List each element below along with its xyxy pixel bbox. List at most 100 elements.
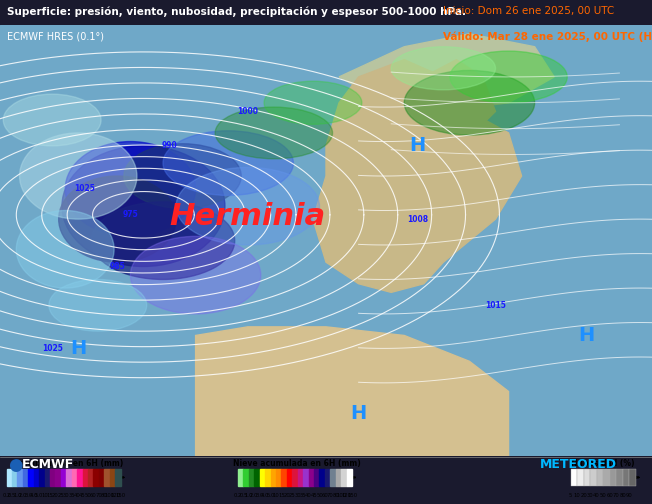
- Text: ●: ●: [8, 456, 22, 474]
- Text: 70: 70: [95, 493, 102, 498]
- Text: Nieve acumulada en 6H (mm): Nieve acumulada en 6H (mm): [233, 459, 361, 468]
- Bar: [39, 469, 44, 486]
- Bar: [308, 469, 314, 486]
- Text: 70: 70: [613, 493, 619, 498]
- Text: 35: 35: [68, 493, 75, 498]
- Bar: [115, 469, 121, 486]
- Bar: [99, 469, 104, 486]
- Ellipse shape: [450, 51, 567, 103]
- Ellipse shape: [404, 71, 535, 135]
- Text: 1.0: 1.0: [13, 493, 22, 498]
- Polygon shape: [339, 34, 554, 111]
- Text: 3.0: 3.0: [24, 493, 33, 498]
- Text: Válido: Mar 28 ene 2025, 00 UTC (H+48): Válido: Mar 28 ene 2025, 00 UTC (H+48): [443, 31, 652, 42]
- Text: 1025: 1025: [42, 344, 63, 353]
- Bar: [110, 469, 115, 486]
- Polygon shape: [404, 59, 496, 146]
- Ellipse shape: [20, 133, 137, 219]
- Text: 0.2: 0.2: [3, 493, 10, 498]
- Text: H: H: [579, 326, 595, 345]
- Bar: [597, 469, 603, 486]
- Bar: [88, 469, 93, 486]
- Text: 80: 80: [333, 493, 339, 498]
- Bar: [259, 469, 265, 486]
- Ellipse shape: [16, 211, 114, 288]
- Text: 150: 150: [347, 493, 357, 498]
- Bar: [577, 469, 584, 486]
- Text: 15: 15: [46, 493, 53, 498]
- Text: 2.0: 2.0: [250, 493, 258, 498]
- Text: 25: 25: [289, 493, 296, 498]
- Text: 100: 100: [105, 493, 115, 498]
- Text: 20: 20: [580, 493, 587, 498]
- Ellipse shape: [49, 279, 147, 331]
- Polygon shape: [196, 327, 509, 456]
- Text: 40: 40: [74, 493, 81, 498]
- Text: 0.5: 0.5: [239, 493, 248, 498]
- Text: 35: 35: [300, 493, 306, 498]
- Bar: [34, 469, 39, 486]
- Text: 30: 30: [587, 493, 593, 498]
- Text: 60: 60: [606, 493, 613, 498]
- Ellipse shape: [59, 176, 176, 262]
- Bar: [104, 469, 110, 486]
- Bar: [341, 469, 347, 486]
- Bar: [44, 469, 50, 486]
- Bar: [243, 469, 249, 486]
- Bar: [271, 469, 276, 486]
- Ellipse shape: [62, 146, 225, 267]
- Bar: [298, 469, 303, 486]
- Bar: [629, 469, 636, 486]
- Bar: [276, 469, 282, 486]
- Bar: [72, 469, 77, 486]
- Bar: [7, 469, 12, 486]
- Text: 50: 50: [316, 493, 323, 498]
- Text: 60: 60: [90, 493, 97, 498]
- Bar: [77, 469, 83, 486]
- Ellipse shape: [163, 131, 293, 196]
- Bar: [238, 469, 243, 486]
- Bar: [254, 469, 259, 486]
- Text: Nubosidad (%): Nubosidad (%): [571, 459, 635, 468]
- Text: 60: 60: [321, 493, 329, 498]
- Text: 5.0: 5.0: [267, 493, 274, 498]
- Bar: [303, 469, 308, 486]
- Bar: [12, 469, 18, 486]
- Text: 1000: 1000: [237, 107, 258, 116]
- Bar: [55, 469, 61, 486]
- Ellipse shape: [3, 94, 101, 146]
- Bar: [83, 469, 88, 486]
- Text: 30: 30: [295, 493, 301, 498]
- Text: 2.0: 2.0: [19, 493, 27, 498]
- Text: 15: 15: [278, 493, 285, 498]
- Text: 1.0: 1.0: [244, 493, 253, 498]
- Bar: [292, 469, 298, 486]
- Ellipse shape: [176, 167, 319, 245]
- Text: 4.0: 4.0: [29, 493, 38, 498]
- Bar: [616, 469, 623, 486]
- Text: Herminia: Herminia: [170, 203, 326, 231]
- Text: 90: 90: [626, 493, 632, 498]
- Text: H: H: [70, 339, 86, 358]
- Text: 50: 50: [600, 493, 606, 498]
- Bar: [610, 469, 616, 486]
- Text: H: H: [351, 404, 366, 422]
- Text: 975: 975: [123, 210, 138, 219]
- Bar: [50, 469, 55, 486]
- Bar: [570, 469, 577, 486]
- Text: 45: 45: [310, 493, 318, 498]
- Bar: [61, 469, 67, 486]
- Text: 120: 120: [110, 493, 120, 498]
- Ellipse shape: [130, 236, 261, 314]
- Text: 20: 20: [284, 493, 290, 498]
- Text: 5: 5: [569, 493, 572, 498]
- Ellipse shape: [65, 142, 196, 236]
- Polygon shape: [313, 59, 522, 292]
- Text: 1015: 1015: [485, 301, 506, 310]
- Ellipse shape: [215, 107, 333, 159]
- Bar: [93, 469, 99, 486]
- Text: 25: 25: [57, 493, 65, 498]
- Text: 3.0: 3.0: [256, 493, 264, 498]
- Text: 10: 10: [41, 493, 48, 498]
- Bar: [282, 469, 287, 486]
